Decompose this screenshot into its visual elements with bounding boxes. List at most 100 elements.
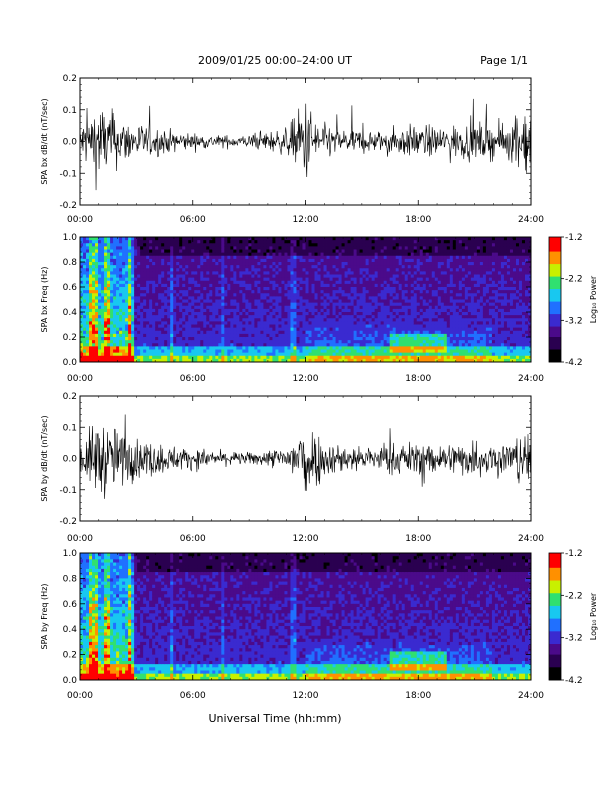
spectrogram-cell (344, 318, 348, 322)
spectrogram-cell (383, 337, 388, 341)
spectrogram-cell (377, 287, 382, 291)
spectrogram-cell (407, 324, 412, 329)
spectrogram-cell (176, 277, 180, 282)
spectrogram-cell (272, 337, 276, 341)
spectrogram-cell (305, 355, 309, 360)
spectrogram-cell (200, 305, 204, 310)
spectrogram-cell (437, 262, 442, 266)
spectrogram-cell (227, 337, 231, 341)
spectrogram-cell (197, 293, 201, 297)
spectrogram-cell (368, 293, 373, 297)
spectrogram-cell (416, 349, 421, 354)
spectrogram-cell (431, 296, 436, 300)
spectrogram-cell (128, 243, 132, 247)
spectrogram-cell (287, 249, 291, 254)
spectrogram-cell (107, 340, 111, 344)
spectrogram-cell (365, 271, 370, 275)
spectrogram-cell (389, 340, 394, 344)
spectrogram-cell (167, 321, 171, 325)
spectrogram-cell (254, 252, 258, 257)
spectrogram-cell (236, 352, 240, 357)
spectrogram-cell (92, 252, 96, 257)
spectrogram-cell (83, 349, 87, 354)
spectrogram-cell (392, 324, 397, 329)
spectrogram-cell (368, 296, 373, 300)
spectrogram-cell (83, 346, 87, 350)
spectrogram-cell (98, 293, 102, 297)
spectrogram-cell (233, 312, 237, 316)
spectrogram-cell (248, 290, 252, 294)
spectrogram-cell (251, 355, 255, 360)
spectrogram-cell (218, 349, 222, 354)
spectrogram-cell (329, 293, 333, 297)
spectrogram-cell (224, 240, 228, 244)
spectrogram-cell (146, 271, 150, 275)
spectrogram-cell (296, 296, 300, 300)
spectrogram-cell (251, 255, 255, 260)
spectrogram-cell (104, 255, 108, 260)
spectrogram-cell (329, 333, 333, 338)
spectrogram-cell (272, 327, 276, 332)
spectrogram-cell (230, 340, 234, 344)
spectrogram-cell (215, 262, 219, 266)
spectrogram-cell (149, 277, 153, 282)
spectrogram-cell (230, 321, 234, 325)
spectrogram-cell (95, 237, 99, 241)
spectrogram-cell (287, 271, 291, 275)
spectrogram-cell (140, 302, 144, 307)
spectrogram-cell (314, 265, 318, 269)
spectrogram-cell (113, 321, 117, 325)
spectrogram-cell (359, 262, 364, 266)
spectrogram-cell (377, 258, 382, 263)
spectrogram-cell (344, 258, 348, 263)
spectrogram-cell (299, 315, 303, 319)
spectrogram-cell (119, 299, 123, 304)
spectrogram-cell (158, 355, 162, 360)
spectrogram-cell (287, 330, 291, 335)
spectrogram-cell (356, 290, 361, 294)
spectrogram-cell (371, 346, 376, 350)
spectrogram-cell (275, 249, 279, 254)
spectrogram-cell (107, 330, 111, 335)
spectrogram-cell (125, 262, 129, 266)
spectrogram-cell (317, 277, 321, 282)
spectrogram-cell (317, 318, 321, 322)
spectrogram-cell (293, 249, 297, 254)
spectrogram-cell (419, 337, 424, 341)
spectrogram-cell (119, 280, 123, 285)
spectrogram-cell (134, 352, 138, 357)
spectrogram-cell (218, 327, 222, 332)
spectrogram-cell (377, 340, 382, 344)
spectrogram-cell (392, 249, 397, 254)
spectrogram-cell (350, 330, 355, 335)
spectrogram-cell (437, 268, 442, 272)
spectrogram-cell (257, 265, 261, 269)
spectrogram-cell (119, 296, 123, 300)
spectrogram-cell (179, 246, 183, 250)
spectrogram-cell (413, 299, 418, 304)
spectrogram-cell (149, 337, 153, 341)
spectrogram-cell (413, 315, 418, 319)
spectrogram-cell (311, 299, 315, 304)
spectrogram-cell (116, 265, 120, 269)
spectrogram-cell (254, 324, 258, 329)
spectrogram-cell (203, 283, 207, 288)
spectrogram-cell (272, 343, 276, 347)
spectrogram-cell (101, 330, 105, 335)
spectrogram-cell (389, 315, 394, 319)
spectrogram-cell (173, 268, 177, 272)
spectrogram-cell (395, 240, 400, 244)
spectrogram-cell (293, 343, 297, 347)
spectrogram-cell (104, 290, 108, 294)
spectrogram-cell (341, 337, 345, 341)
spectrogram-cell (377, 305, 382, 310)
spectrogram-cell (389, 271, 394, 275)
spectrogram-cell (308, 283, 312, 288)
spectrogram-cell (344, 268, 348, 272)
spectrogram-cell (350, 299, 355, 304)
spectrogram-cell (209, 327, 213, 332)
spectrogram-cell (182, 315, 186, 319)
spectrogram-cell (344, 324, 348, 329)
spectrogram-cell (107, 262, 111, 266)
spectrogram-cell (293, 302, 297, 307)
